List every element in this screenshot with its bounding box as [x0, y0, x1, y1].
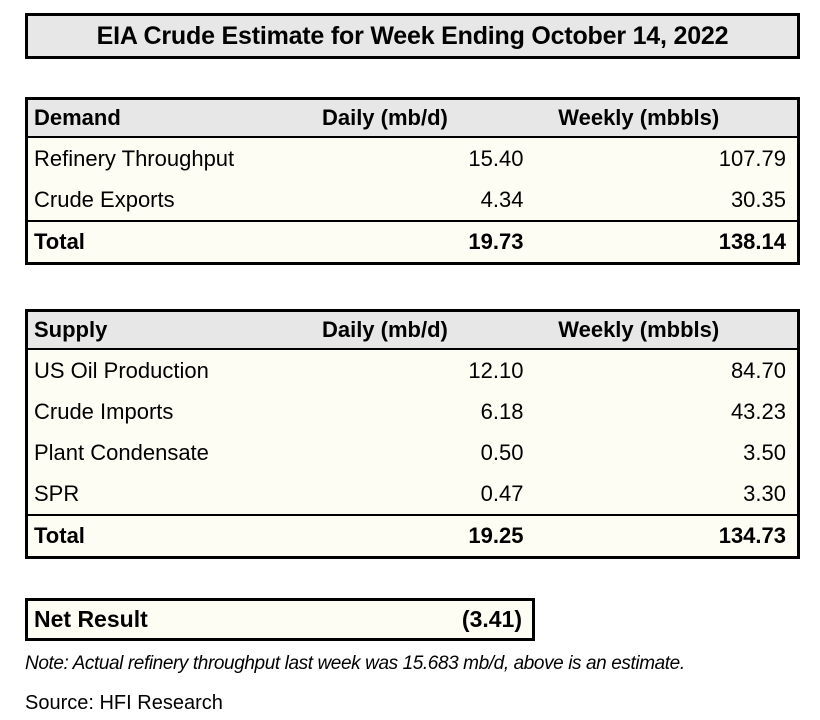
demand-header-category: Demand — [26, 98, 253, 138]
demand-header-row: Demand Daily (mb/d) Weekly (mbbls) — [26, 98, 799, 138]
demand-header-weekly: Weekly (mbbls) — [531, 98, 799, 138]
demand-header-daily: Daily (mb/d) — [252, 98, 532, 138]
row-daily-value: 12.10 — [468, 357, 524, 383]
row-daily-value: 6.18 — [480, 398, 524, 424]
row-weekly-value: 3.50 — [743, 439, 786, 465]
note-text: Note: Actual refinery throughput last we… — [25, 653, 685, 674]
table-row: SPR 0.47 3.30 — [27, 473, 799, 515]
row-daily-value: 0.47 — [480, 480, 524, 506]
row-label: US Oil Production — [34, 357, 209, 383]
row-weekly-value: 3.30 — [743, 480, 786, 506]
supply-header-daily: Daily (mb/d) — [252, 310, 532, 350]
row-weekly-value: 30.35 — [730, 186, 786, 212]
total-label: Total — [26, 220, 253, 264]
net-result-box: Net Result (3.41) — [25, 598, 535, 641]
row-daily-value: 15.40 — [468, 145, 524, 171]
row-label: Crude Imports — [34, 398, 174, 424]
supply-total-row: Total 19.25 134.73 — [26, 514, 799, 558]
supply-table: Supply Daily (mb/d) Weekly (mbbls) US Oi… — [25, 309, 800, 559]
table-row: Plant Condensate 0.50 3.50 — [27, 432, 799, 473]
table-row: Refinery Throughput 15.40 107.79 — [27, 137, 799, 179]
supply-header-weekly: Weekly (mbbls) — [531, 310, 799, 350]
row-label: Refinery Throughput — [34, 145, 235, 171]
total-weekly-value: 138.14 — [531, 220, 799, 264]
total-daily-value: 19.73 — [252, 220, 532, 264]
report-title-box: EIA Crude Estimate for Week Ending Octob… — [25, 13, 800, 59]
table-row: Crude Exports 4.34 30.35 — [27, 179, 799, 221]
net-result-label: Net Result — [34, 606, 148, 632]
table-row: US Oil Production 12.10 84.70 — [27, 349, 799, 391]
row-weekly-value: 43.23 — [730, 398, 786, 424]
source-text: Source: HFI Research — [25, 692, 223, 714]
row-label: Crude Exports — [34, 186, 175, 212]
supply-header-category: Supply — [26, 310, 253, 350]
row-weekly-value: 84.70 — [730, 357, 786, 383]
row-weekly-value: 107.79 — [718, 145, 786, 171]
total-daily-value: 19.25 — [252, 514, 532, 558]
row-label: Plant Condensate — [34, 439, 209, 465]
supply-header-row: Supply Daily (mb/d) Weekly (mbbls) — [26, 310, 799, 350]
table-row: Crude Imports 6.18 43.23 — [27, 391, 799, 432]
total-label: Total — [26, 514, 253, 558]
row-daily-value: 0.50 — [480, 439, 524, 465]
total-weekly-value: 134.73 — [531, 514, 799, 558]
demand-total-row: Total 19.73 138.14 — [26, 220, 799, 264]
row-daily-value: 4.34 — [480, 186, 524, 212]
row-label: SPR — [34, 480, 80, 506]
report-title: EIA Crude Estimate for Week Ending Octob… — [96, 21, 729, 50]
demand-table: Demand Daily (mb/d) Weekly (mbbls) Refin… — [25, 97, 800, 265]
net-result-value: (3.41) — [461, 606, 522, 632]
